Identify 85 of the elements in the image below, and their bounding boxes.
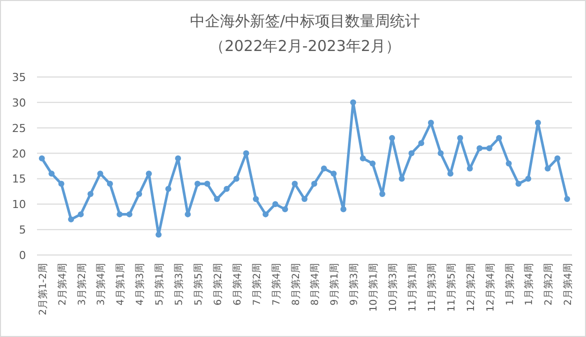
- point: [447, 170, 454, 177]
- point: [252, 196, 259, 202]
- point: [496, 135, 502, 142]
- x-tick-label: 2月第4周: [562, 263, 574, 306]
- x-tick-label: 2月第4周: [56, 263, 68, 306]
- x-tick-label: 1月第2周: [504, 263, 516, 306]
- point: [165, 186, 172, 192]
- x-tick-label: 2月第2周: [542, 263, 555, 306]
- point: [48, 170, 55, 177]
- point: [106, 180, 113, 187]
- x-tick-label: 1月第4周: [523, 263, 536, 306]
- x-tick-label: 5月第3周: [173, 263, 186, 306]
- point: [292, 180, 298, 187]
- y-tick-label: 25: [12, 122, 26, 135]
- x-tick-label: 11月第1周: [406, 263, 418, 312]
- point: [78, 211, 84, 218]
- point: [554, 155, 560, 162]
- point: [302, 196, 308, 202]
- x-tick-label: 9月第3周: [348, 263, 360, 306]
- point: [476, 145, 483, 152]
- point: [438, 150, 444, 156]
- x-tick-label: 8月第4周: [309, 263, 322, 306]
- point: [564, 196, 570, 202]
- point: [544, 166, 551, 172]
- x-tick-label: 12月第2周: [464, 263, 477, 312]
- point: [272, 201, 278, 208]
- point: [418, 140, 424, 146]
- x-tick-label: 3月第2周: [76, 263, 88, 306]
- y-tick-label: 20: [12, 147, 26, 160]
- x-tick-label: 11月第5周: [445, 263, 458, 312]
- x-tick-label: 6月第2周: [212, 263, 224, 306]
- x-tick-label: 6月第4周: [231, 263, 244, 306]
- point: [126, 211, 132, 218]
- y-tick-label: 10: [12, 198, 26, 212]
- x-tick-label: 4月第3周: [134, 263, 146, 306]
- point: [311, 180, 318, 187]
- x-tick-label: 3月第4周: [95, 263, 108, 306]
- point: [320, 166, 327, 172]
- x-tick-label: 10月第3周: [387, 263, 400, 312]
- point: [68, 216, 74, 222]
- x-tick-label: 8月第2周: [290, 263, 302, 306]
- point: [262, 211, 269, 218]
- point: [136, 190, 142, 197]
- point: [350, 99, 356, 106]
- point: [233, 176, 240, 182]
- point: [97, 170, 104, 177]
- x-tick-label: 12月第4周: [484, 263, 496, 312]
- point: [360, 155, 366, 162]
- point: [116, 211, 123, 218]
- point: [534, 120, 541, 126]
- point: [486, 145, 492, 152]
- chart-title: 中企海外新签/中标项目数量周统计: [190, 12, 420, 30]
- x-tick-label: 4月第1周: [114, 263, 127, 306]
- point: [516, 180, 522, 187]
- x-tick-label: 5月第5周: [192, 263, 204, 306]
- y-tick-label: 15: [12, 172, 26, 186]
- chart-subtitle: （2022年2月-2023年2月）: [210, 37, 400, 55]
- point: [525, 176, 532, 182]
- x-tick-label: 2月第1-2周: [36, 263, 49, 316]
- point: [340, 206, 346, 212]
- point: [38, 155, 45, 162]
- x-tick-label: 7月第4周: [270, 263, 282, 306]
- point: [370, 160, 376, 166]
- point: [282, 206, 288, 212]
- point: [194, 180, 200, 187]
- point: [175, 155, 182, 162]
- point: [408, 150, 414, 156]
- point: [58, 180, 64, 187]
- point: [204, 180, 210, 187]
- point: [466, 166, 473, 172]
- point: [224, 186, 230, 192]
- point: [156, 232, 162, 238]
- point: [214, 196, 220, 202]
- point: [330, 170, 337, 177]
- y-tick-label: 35: [12, 71, 26, 84]
- x-tick-label: 10月第1周: [368, 263, 380, 312]
- x-tick-label: 7月第2周: [250, 263, 263, 306]
- y-tick-label: 0: [19, 249, 26, 262]
- point: [88, 190, 94, 197]
- x-tick-label: 5月第1周: [154, 263, 166, 306]
- x-tick-label: 11月第3周: [426, 263, 438, 312]
- x-tick-label: 9月第1周: [328, 263, 341, 306]
- y-tick-label: 5: [19, 224, 26, 237]
- point: [506, 160, 512, 166]
- y-tick-label: 30: [12, 96, 26, 110]
